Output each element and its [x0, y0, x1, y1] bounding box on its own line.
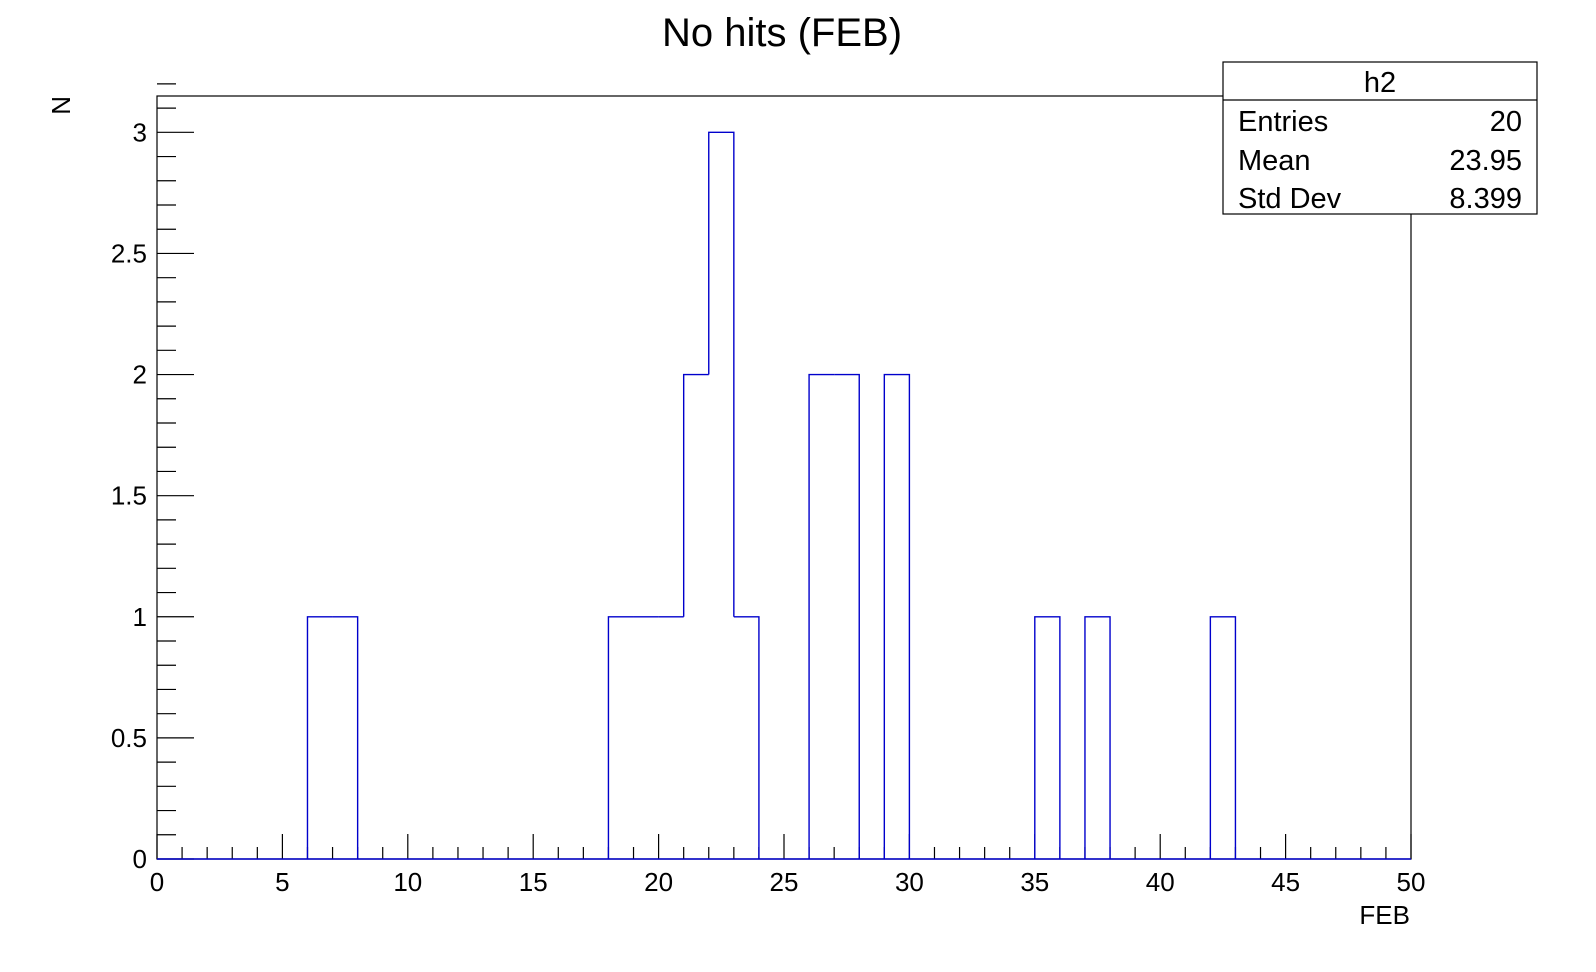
- stats-box-name: h2: [1364, 67, 1396, 99]
- stats-entries-label: Entries: [1238, 106, 1328, 138]
- x-tick-label: 5: [275, 867, 289, 897]
- x-tick-label: 0: [150, 867, 164, 897]
- y-tick-label: 3: [133, 117, 147, 147]
- histogram-bin: [607, 616, 634, 859]
- x-tick-label: 45: [1271, 867, 1300, 897]
- stats-mean-label: Mean: [1238, 145, 1311, 177]
- stats-box-frame: [1222, 61, 1538, 215]
- y-tick-label: 1: [133, 602, 147, 632]
- histogram-bin: [306, 616, 333, 859]
- x-tick-label: 40: [1146, 867, 1175, 897]
- stats-entries-value: 20: [1490, 106, 1522, 138]
- chart-title: No hits (FEB): [662, 11, 902, 55]
- y-tick-label: 1.5: [111, 481, 147, 511]
- x-tick-label: 15: [519, 867, 548, 897]
- histogram-bin: [1084, 616, 1111, 859]
- x-axis-label: FEB: [1359, 900, 1410, 930]
- x-tick-label: 25: [770, 867, 799, 897]
- y-tick-label: 0: [133, 844, 147, 874]
- y-tick-label: 2.5: [111, 238, 147, 268]
- x-tick-label: 50: [1397, 867, 1426, 897]
- stats-box: h2 Entries 20 Mean 23.95 Std Dev 8.399: [1222, 61, 1538, 215]
- y-axis-label: N: [46, 96, 76, 115]
- x-tick-label: 20: [644, 867, 673, 897]
- histogram-bin: [808, 373, 835, 859]
- stats-stddev-label: Std Dev: [1238, 183, 1342, 215]
- histogram-bin: [332, 616, 359, 859]
- x-tick-label: 35: [1020, 867, 1049, 897]
- histogram-bin: [1034, 616, 1061, 859]
- histogram-bin: [733, 616, 760, 859]
- histogram-bin: [682, 373, 709, 617]
- histogram-bin: [834, 373, 860, 859]
- y-tick-label: 2: [133, 360, 147, 390]
- histogram-bin: [883, 373, 911, 859]
- axes-layer: 0 5 10 15 20 25 30 35 40 45 50 0 0.5 1 1.5 2 2.5 3: [111, 83, 1426, 897]
- x-tick-label: 30: [895, 867, 924, 897]
- histogram-bins: [157, 131, 1411, 860]
- histogram-bin: [1209, 616, 1237, 859]
- stats-mean-value: 23.95: [1449, 145, 1522, 177]
- y-tick-label: 0.5: [111, 723, 147, 753]
- stats-stddev-value: 8.399: [1449, 183, 1522, 215]
- histogram-bin: [708, 131, 735, 617]
- x-tick-label: 10: [393, 867, 422, 897]
